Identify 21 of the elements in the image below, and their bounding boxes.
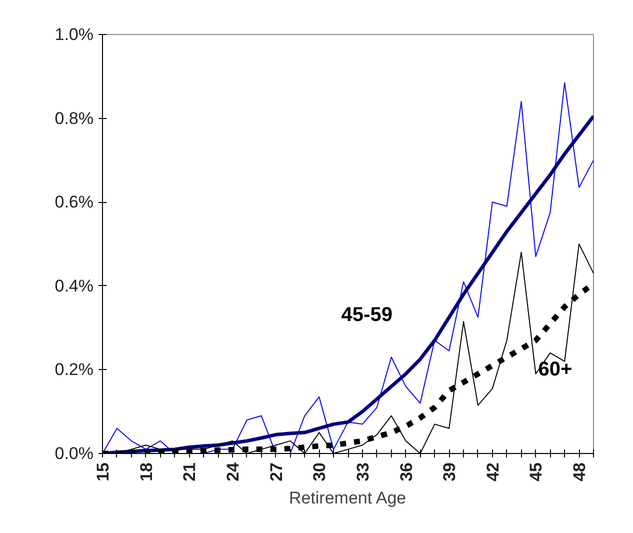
series-label: 60+ [538, 358, 572, 381]
y-tick-label: 0.2% [54, 360, 94, 380]
x-tick-label: 15 [94, 462, 112, 482]
x-axis-title: Retirement Age [288, 488, 406, 508]
y-tick-label: 1.0% [54, 25, 94, 44]
x-tick-label: 21 [180, 462, 200, 482]
x-tick-label: 18 [136, 462, 156, 482]
y-tick-label: 0.0% [54, 444, 94, 463]
x-tick-label: 39 [440, 462, 460, 482]
x-tick-label: 30 [310, 462, 330, 482]
x-tick-label: 33 [353, 462, 372, 482]
x-tick-label: 42 [483, 462, 502, 482]
x-tick-label: 45 [526, 462, 546, 482]
y-tick-label: 0.6% [54, 192, 94, 212]
x-tick-label: 27 [266, 462, 286, 482]
x-tick-label: 48 [570, 462, 590, 482]
x-tick-label: 24 [223, 462, 242, 482]
x-tick-label: 36 [396, 462, 416, 482]
y-tick-label: 0.8% [54, 108, 94, 128]
text: 45-59 [341, 304, 392, 326]
y-tick-label: 0.4% [54, 276, 94, 296]
